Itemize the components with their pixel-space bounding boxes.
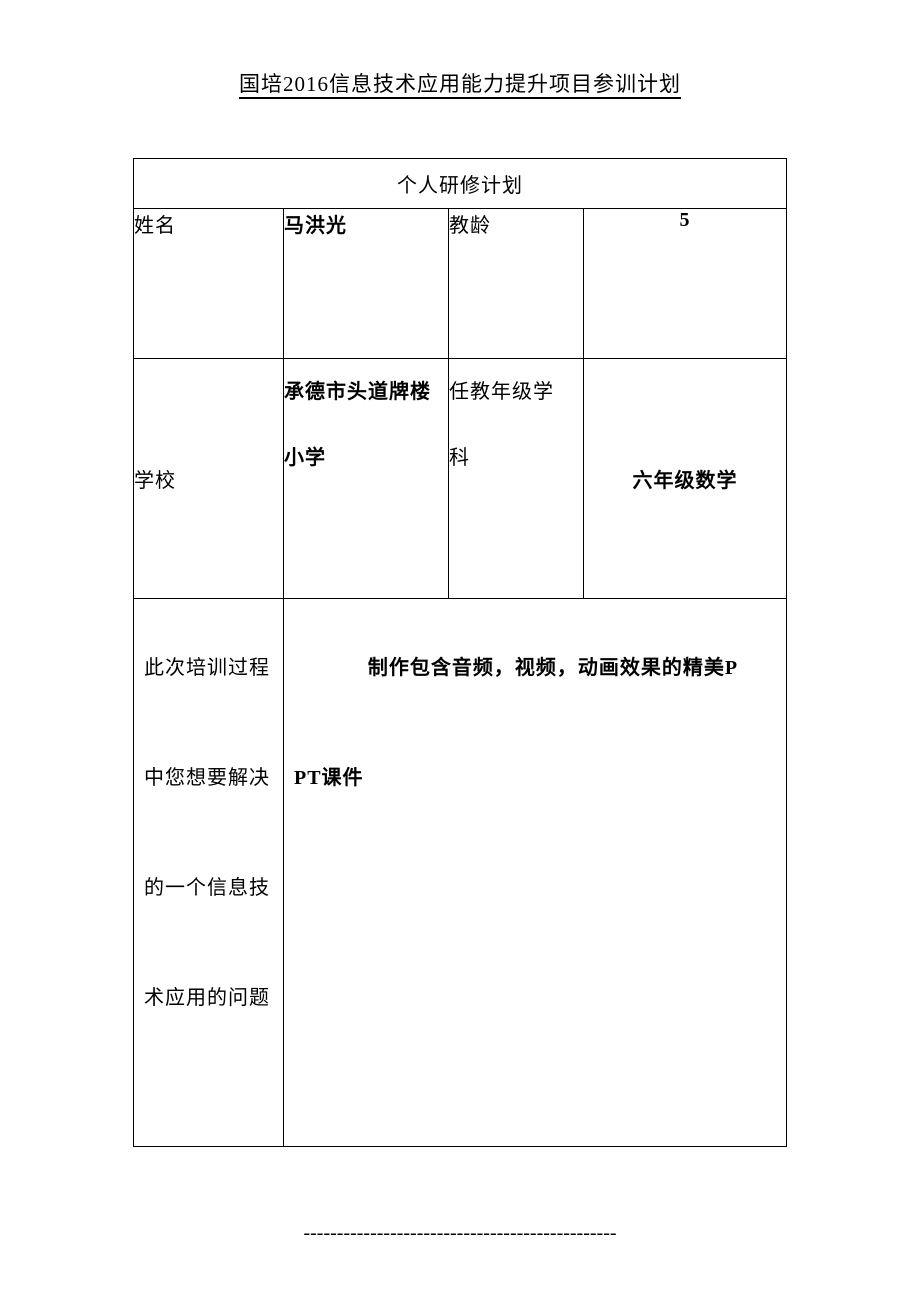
answer-line2: PT课件 xyxy=(294,723,776,833)
question-row: 此次培训过程 中您想要解决 的一个信息技 术应用的问题 制作包含音频，视频，动画… xyxy=(134,599,787,1147)
page-title: 国培2016信息技术应用能力提升项目参训计划 xyxy=(0,0,920,108)
name-label: 姓名 xyxy=(134,209,284,359)
plan-table: 个人研修计划 姓名 马洪光 教龄 5 学校 承德市头道牌楼 小学 任教年级学 科… xyxy=(133,158,787,1147)
name-row: 姓名 马洪光 教龄 5 xyxy=(134,209,787,359)
question-line4: 术应用的问题 xyxy=(144,987,270,1009)
grade-value: 六年级数学 xyxy=(584,359,787,599)
footer-divider: ----------------------------------------… xyxy=(0,1222,920,1245)
question-line3: 的一个信息技 xyxy=(144,877,270,899)
question-label: 此次培训过程 中您想要解决 的一个信息技 术应用的问题 xyxy=(134,599,284,1147)
experience-label: 教龄 xyxy=(449,209,584,359)
school-value: 承德市头道牌楼 小学 xyxy=(284,359,449,599)
question-line1: 此次培训过程 xyxy=(144,657,270,679)
school-value-line2: 小学 xyxy=(284,447,326,469)
grade-label-line2: 科 xyxy=(449,447,470,469)
name-value: 马洪光 xyxy=(284,209,449,359)
table-header-row: 个人研修计划 xyxy=(134,159,787,209)
school-row: 学校 承德市头道牌楼 小学 任教年级学 科 六年级数学 xyxy=(134,359,787,599)
school-label: 学校 xyxy=(134,359,284,599)
answer-cell: 制作包含音频，视频，动画效果的精美P PT课件 xyxy=(284,599,787,1147)
table-header: 个人研修计划 xyxy=(134,159,787,209)
question-line2: 中您想要解决 xyxy=(144,767,270,789)
grade-label: 任教年级学 科 xyxy=(449,359,584,599)
experience-value: 5 xyxy=(584,209,787,359)
answer-line1: 制作包含音频，视频，动画效果的精美P xyxy=(294,613,776,723)
grade-label-line1: 任教年级学 xyxy=(449,381,554,403)
school-value-line1: 承德市头道牌楼 xyxy=(284,381,431,403)
